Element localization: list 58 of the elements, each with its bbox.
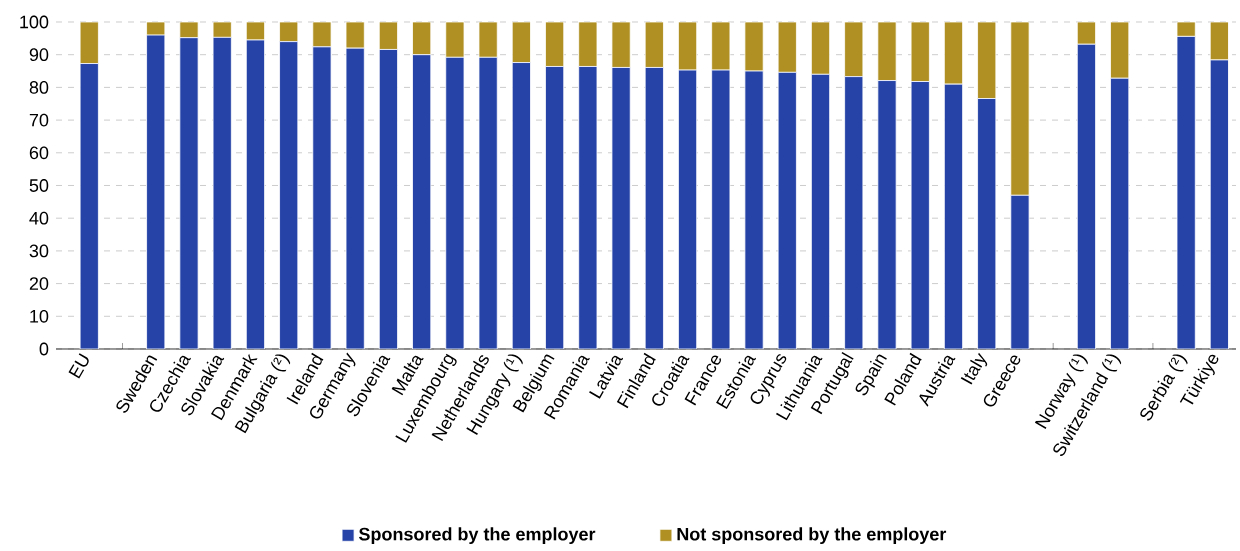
bar	[611, 66, 631, 349]
y-tick-label: 50	[29, 178, 49, 192]
bar	[279, 41, 299, 349]
bar	[79, 21, 99, 64]
bar	[378, 48, 398, 349]
bar	[545, 65, 565, 349]
bar	[744, 70, 764, 349]
legend-label: Sponsored by the employer	[359, 527, 596, 544]
y-tick-label: 20	[29, 277, 49, 290]
bar	[678, 69, 698, 349]
bar	[977, 21, 997, 99]
bar	[1176, 35, 1196, 349]
y-tick-label: 40	[29, 211, 49, 225]
bar	[445, 56, 465, 349]
bar	[943, 21, 964, 85]
bar	[977, 97, 997, 349]
bar	[312, 46, 332, 349]
bar	[910, 80, 930, 349]
bar	[777, 71, 797, 349]
bar	[1010, 21, 1030, 196]
bar	[1110, 77, 1130, 349]
bar	[810, 21, 831, 75]
bar	[578, 21, 598, 67]
bar	[511, 61, 531, 349]
y-tick-label: 0	[39, 342, 49, 356]
bar	[644, 21, 664, 68]
y-tick-label: 30	[29, 244, 49, 258]
bar	[545, 21, 565, 67]
bar	[179, 37, 199, 349]
bar	[578, 65, 598, 349]
bar	[777, 21, 797, 73]
y-tick-label: 90	[29, 48, 49, 61]
bar	[79, 62, 99, 349]
bar	[844, 21, 864, 77]
y-tick-label: 70	[29, 113, 49, 127]
bar	[844, 76, 864, 349]
bar	[478, 56, 498, 349]
bar	[412, 54, 432, 349]
bar	[943, 83, 964, 349]
y-tick-label: 10	[30, 309, 49, 323]
y-tick-label: 60	[29, 146, 49, 160]
bar	[345, 47, 365, 349]
bar	[910, 21, 930, 82]
bar	[644, 66, 664, 349]
bar	[611, 21, 631, 68]
bar	[1209, 59, 1229, 349]
bar	[810, 73, 831, 349]
bar	[1076, 43, 1096, 349]
bar	[212, 36, 232, 349]
bar	[1110, 21, 1130, 79]
bar	[1010, 194, 1030, 349]
bar	[146, 34, 166, 349]
x-tick-label: EU	[68, 353, 89, 379]
y-tick-label: 100	[20, 15, 49, 29]
y-tick-label: 80	[29, 80, 49, 94]
bar	[711, 69, 731, 349]
bar	[245, 39, 265, 349]
legend-label: Not sponsored by the employer	[677, 527, 947, 544]
